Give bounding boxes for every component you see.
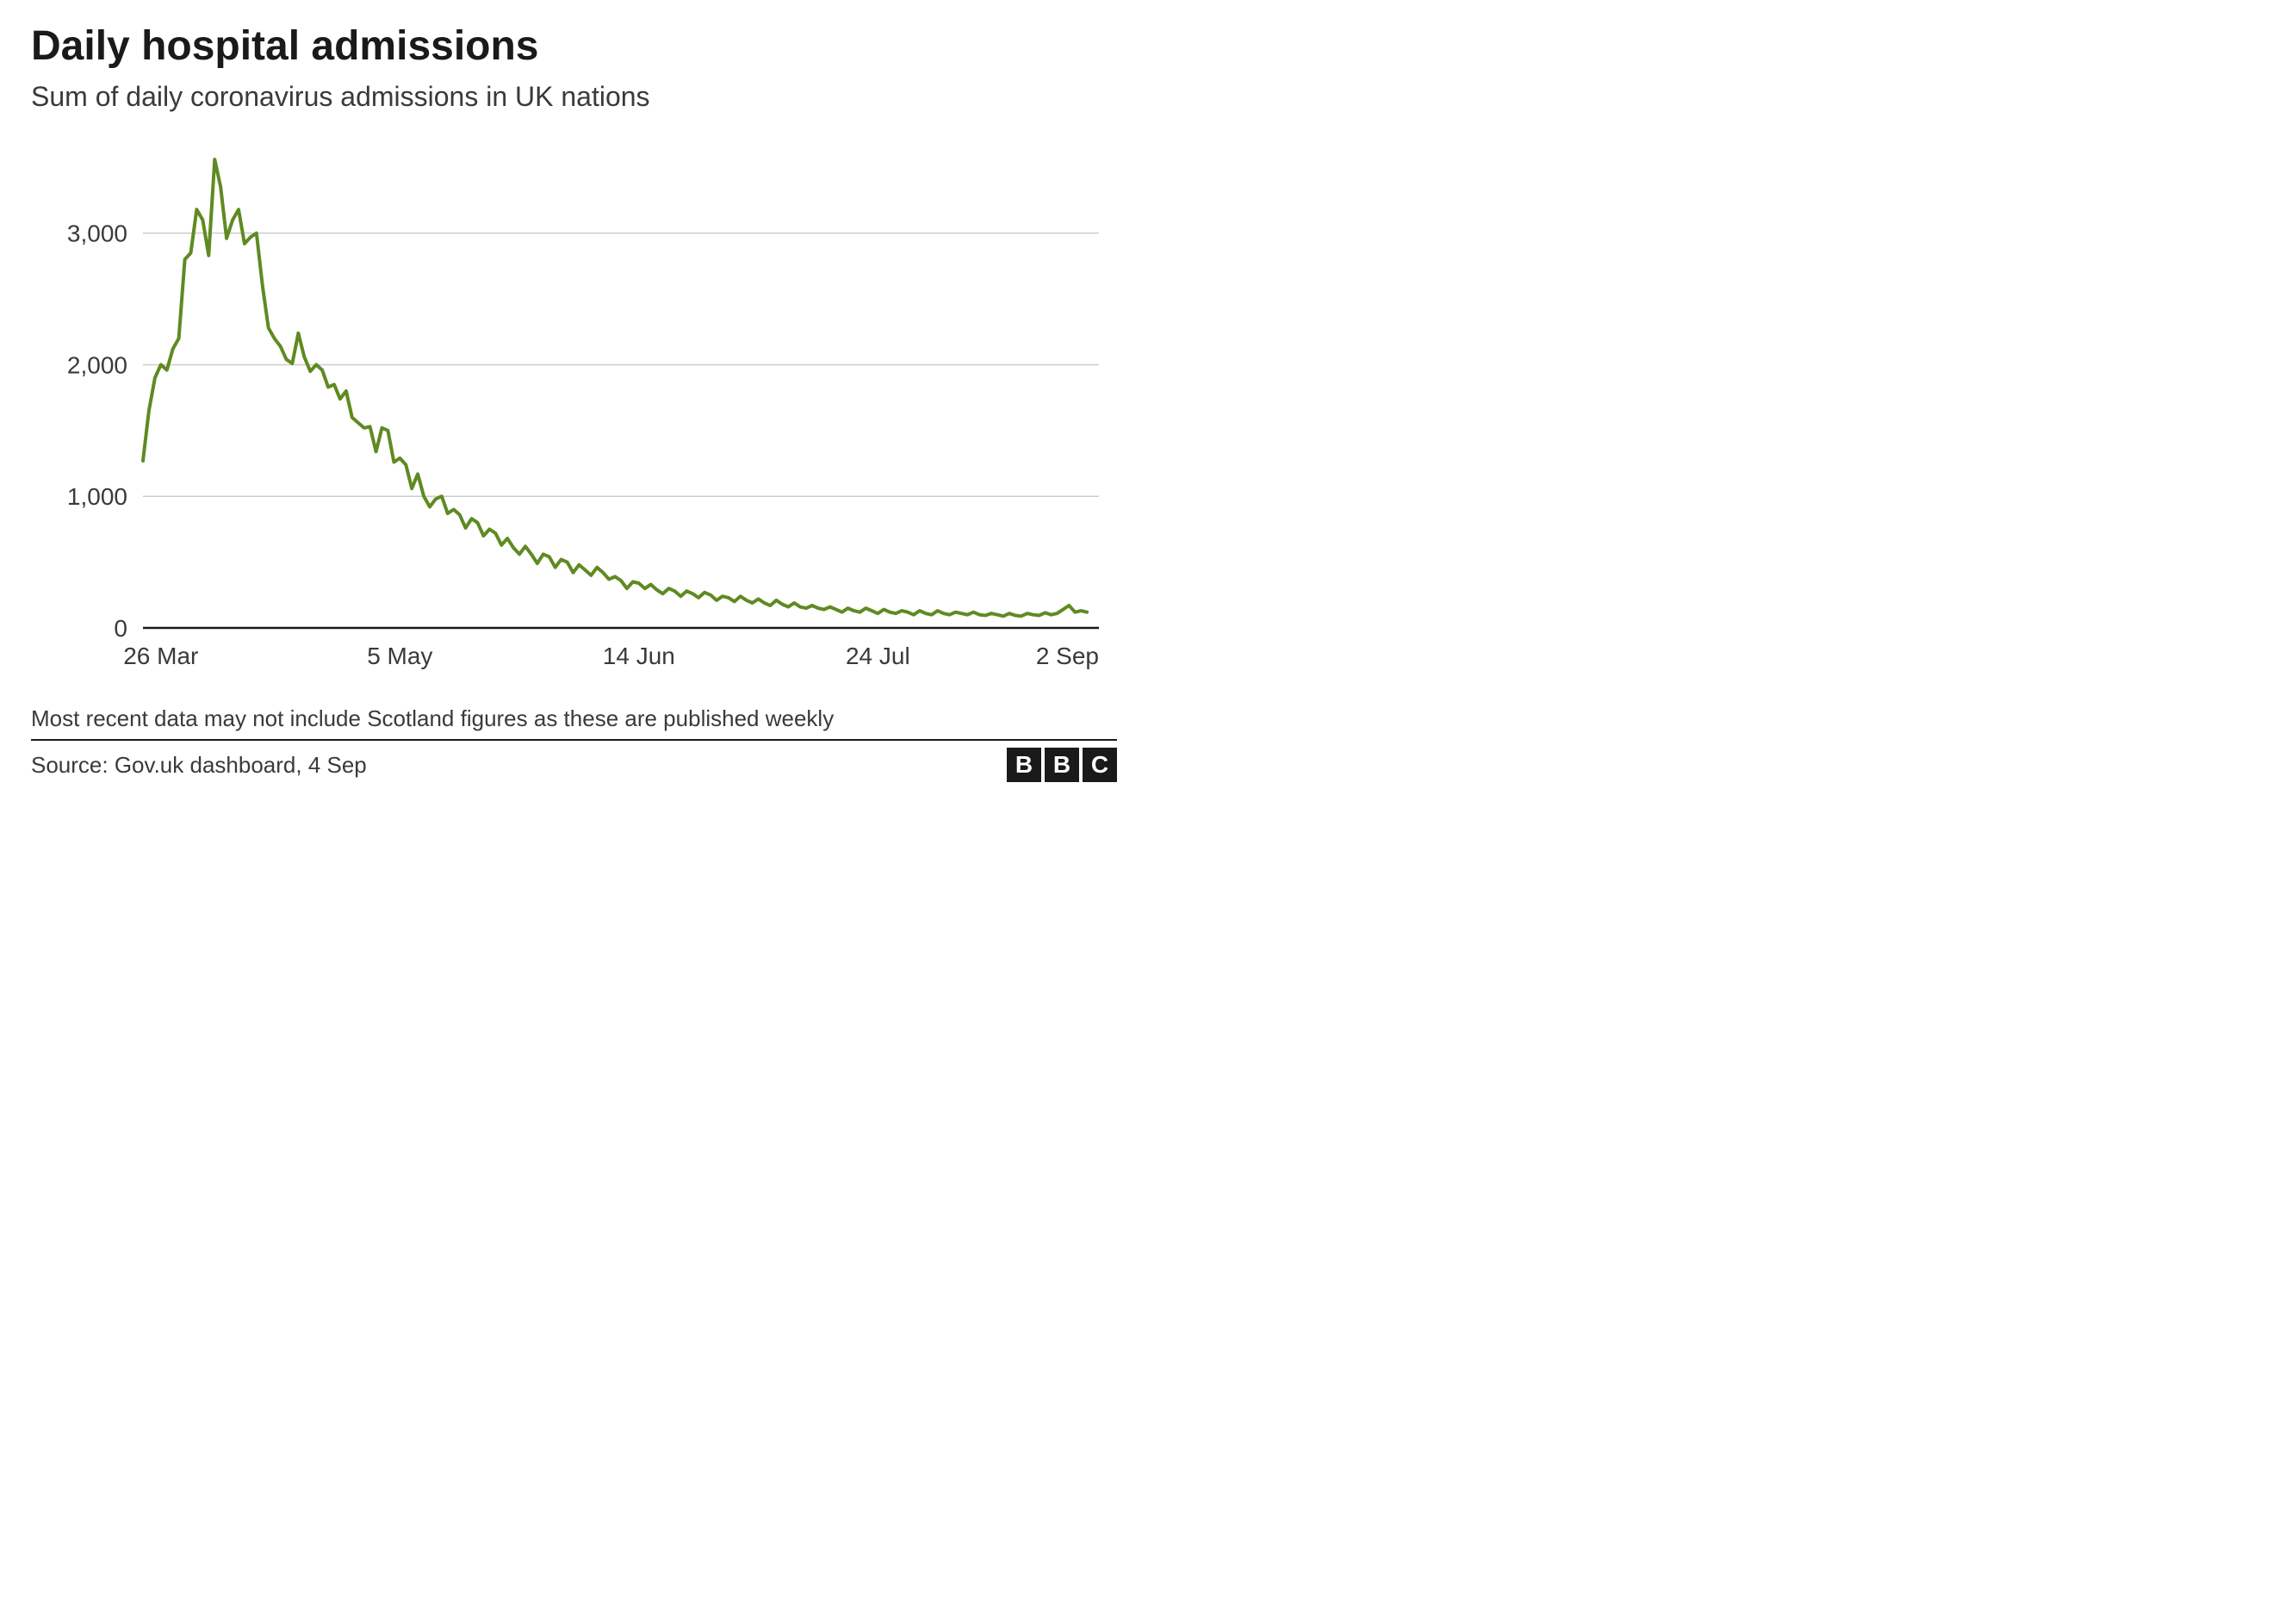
chart-note: Most recent data may not include Scotlan…: [31, 705, 1117, 732]
svg-text:2 Sep: 2 Sep: [1036, 643, 1099, 669]
source-text: Source: Gov.uk dashboard, 4 Sep: [31, 752, 367, 779]
bbc-logo-letter: B: [1007, 748, 1041, 782]
svg-text:24 Jul: 24 Jul: [846, 643, 910, 669]
svg-text:5 May: 5 May: [367, 643, 432, 669]
bbc-logo-letter: B: [1045, 748, 1079, 782]
svg-text:1,000: 1,000: [67, 483, 127, 510]
chart-plot-area: 0 1,000 2,000 3,000 26 Mar 5 May 14 Jun 24 Jul 2…: [31, 137, 1116, 688]
chart-title: Daily hospital admissions: [31, 24, 1117, 70]
line-chart-svg: 0 1,000 2,000 3,000 26 Mar 5 May 14 Jun 24 Jul 2…: [31, 137, 1116, 688]
source-row: Source: Gov.uk dashboard, 4 Sep B B C: [31, 739, 1117, 782]
chart-subtitle: Sum of daily coronavirus admissions in U…: [31, 80, 1117, 113]
svg-text:3,000: 3,000: [67, 221, 127, 247]
svg-text:0: 0: [114, 615, 127, 642]
svg-text:14 Jun: 14 Jun: [603, 643, 675, 669]
bbc-logo-letter: C: [1083, 748, 1117, 782]
bbc-logo: B B C: [1007, 748, 1117, 782]
svg-text:26 Mar: 26 Mar: [123, 643, 198, 669]
svg-text:2,000: 2,000: [67, 352, 127, 379]
chart-container: Daily hospital admissions Sum of daily c…: [0, 0, 1148, 808]
